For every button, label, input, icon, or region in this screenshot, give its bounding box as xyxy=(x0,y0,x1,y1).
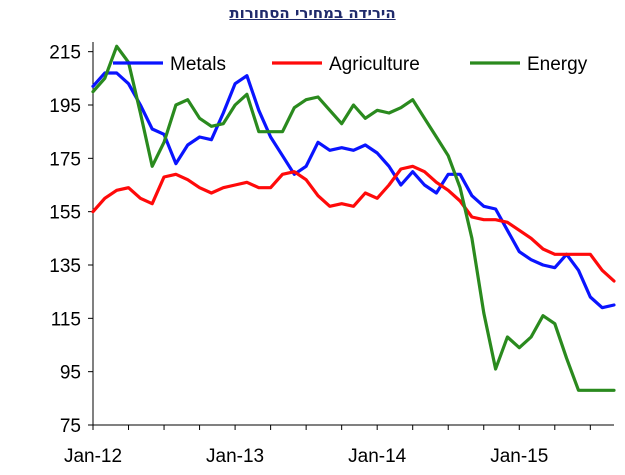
series-line-agriculture xyxy=(91,164,616,283)
x-tick-label: Jan-14 xyxy=(348,446,407,467)
x-tick-label: Jan-15 xyxy=(490,446,548,467)
series-line-energy xyxy=(91,44,616,392)
chart-title-text: הירידה במחירי הסחורות xyxy=(229,4,396,22)
axes xyxy=(88,42,614,430)
y-tick-label: 155 xyxy=(49,203,81,224)
y-tick-label: 115 xyxy=(51,309,81,330)
y-tick-label: 175 xyxy=(49,149,81,170)
y-tick-label: 75 xyxy=(60,416,81,437)
y-tick-label: 195 xyxy=(49,96,81,117)
x-tick-label: Jan-13 xyxy=(206,446,264,467)
legend-label-energy: Energy xyxy=(527,54,588,75)
y-tick-label: 135 xyxy=(49,256,81,277)
series-line-metals xyxy=(91,71,616,310)
legend: Metals Agriculture Energy xyxy=(113,54,588,75)
y-tick-label: 215 xyxy=(49,43,81,64)
tick-labels: 75 95 115 135 155 175 195 215 Jan-12 Jan-13 Jan-14… xyxy=(49,43,548,467)
x-tick-label: Jan-12 xyxy=(64,446,122,467)
y-tick-label: 95 xyxy=(60,363,81,384)
legend-label-agriculture: Agriculture xyxy=(329,54,420,75)
series-lines xyxy=(91,44,616,392)
chart-title: הירידה במחירי הסחורות xyxy=(0,4,625,22)
legend-label-metals: Metals xyxy=(170,54,226,75)
